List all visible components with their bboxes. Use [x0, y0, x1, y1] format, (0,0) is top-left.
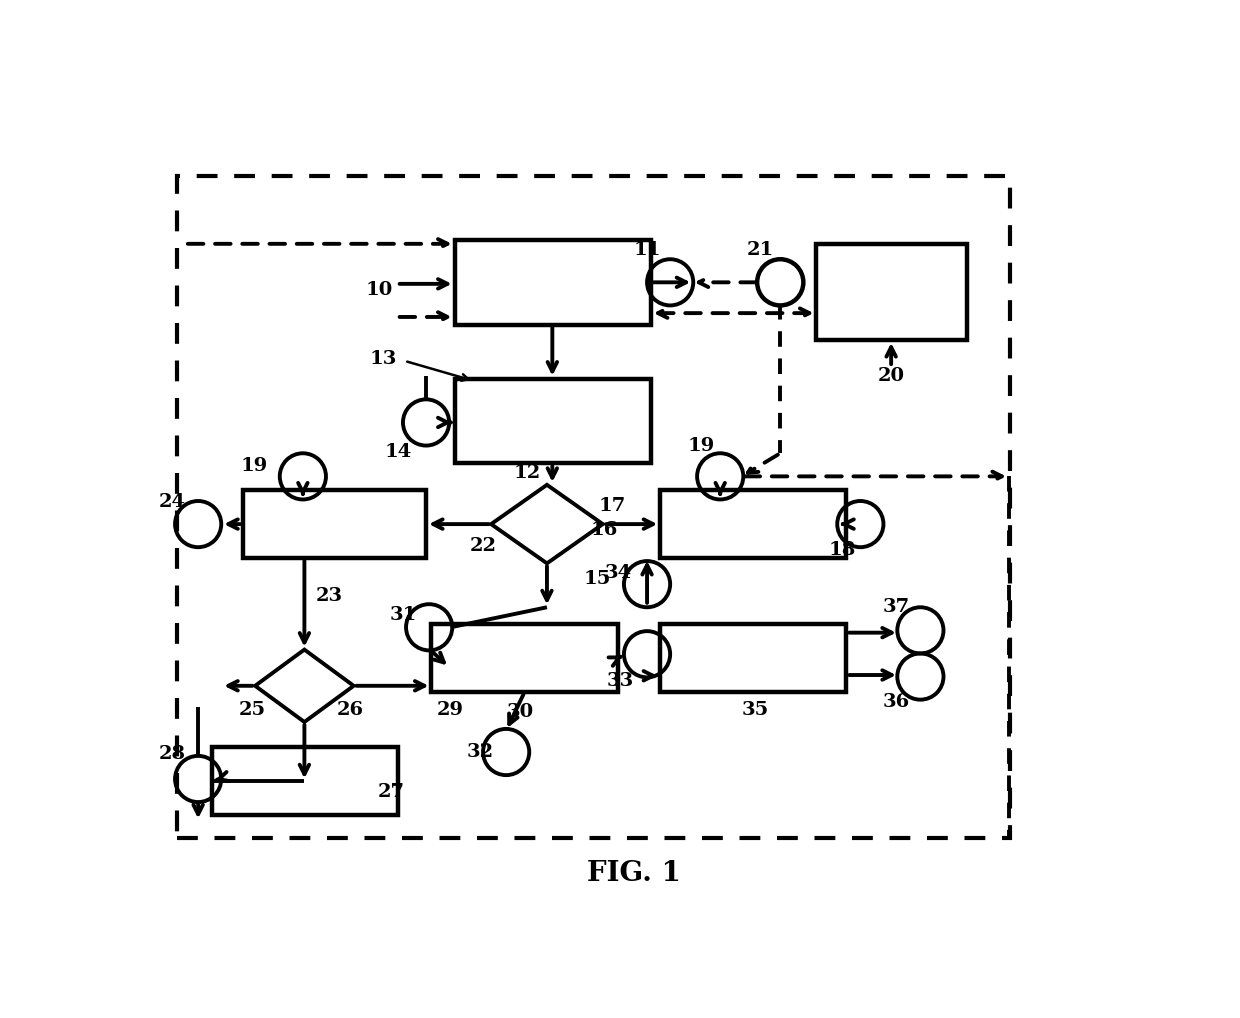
Text: 33: 33 — [606, 672, 634, 690]
Text: 12: 12 — [513, 464, 541, 483]
Text: 32: 32 — [466, 743, 494, 761]
Text: 24: 24 — [159, 493, 186, 511]
Text: 34: 34 — [605, 564, 632, 582]
Bar — [177, 176, 1011, 838]
Text: 27: 27 — [377, 783, 404, 801]
Text: 28: 28 — [159, 744, 186, 762]
Bar — [660, 624, 847, 692]
Text: 17: 17 — [599, 497, 626, 515]
Text: 35: 35 — [742, 700, 769, 719]
Text: 26: 26 — [337, 700, 363, 719]
Text: 25: 25 — [239, 700, 265, 719]
Text: 29: 29 — [436, 700, 464, 719]
Text: 10: 10 — [366, 281, 393, 299]
Text: 13: 13 — [370, 350, 397, 369]
Text: 37: 37 — [882, 599, 909, 616]
Text: 19: 19 — [241, 457, 268, 474]
Bar — [816, 244, 967, 340]
Text: FIG. 1: FIG. 1 — [587, 860, 681, 887]
Text: 30: 30 — [506, 703, 533, 721]
Bar — [455, 379, 651, 463]
Text: 16: 16 — [590, 521, 619, 540]
Bar — [243, 491, 427, 558]
Text: 21: 21 — [746, 241, 774, 259]
Text: 15: 15 — [583, 570, 610, 587]
Text: 18: 18 — [828, 542, 856, 559]
Text: 19: 19 — [687, 437, 714, 455]
Bar — [212, 747, 398, 815]
Text: 23: 23 — [316, 587, 343, 606]
Text: 14: 14 — [384, 443, 412, 461]
Text: 31: 31 — [389, 606, 417, 624]
Text: 20: 20 — [878, 367, 905, 385]
Bar — [432, 624, 618, 692]
Text: 11: 11 — [634, 241, 661, 259]
Bar — [660, 491, 847, 558]
Text: 36: 36 — [882, 693, 909, 711]
Text: 22: 22 — [470, 536, 497, 555]
Bar — [455, 240, 651, 325]
